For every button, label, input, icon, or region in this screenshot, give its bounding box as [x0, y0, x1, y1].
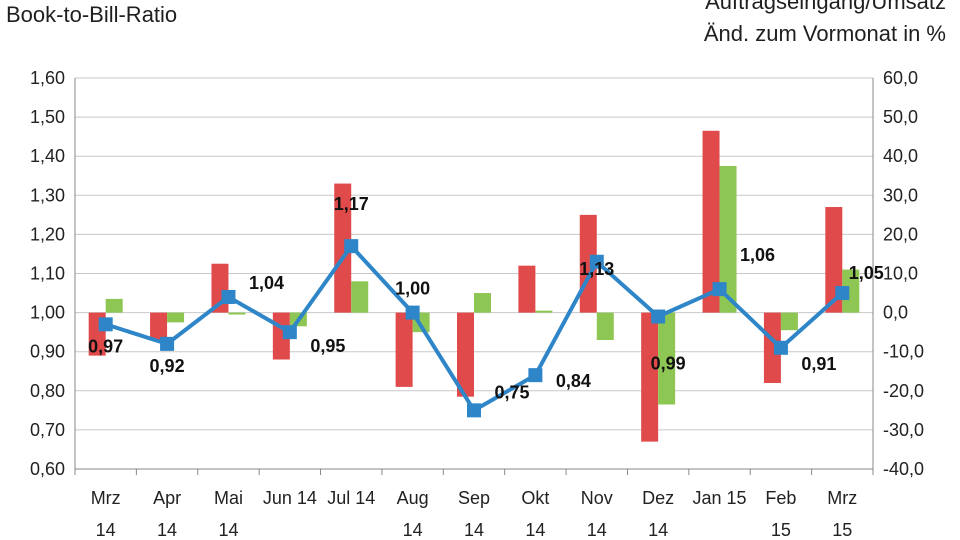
data-label: 0,84: [556, 371, 591, 391]
bar-green: [228, 312, 246, 315]
x-category-label: Mrz: [91, 488, 121, 508]
y-left-tick-label: 0,80: [30, 381, 65, 401]
x-category-label: 14: [525, 520, 545, 540]
bar-green: [105, 298, 123, 313]
x-category-label: Sep: [458, 488, 490, 508]
x-category-label: 14: [403, 520, 423, 540]
x-category-label: Apr: [153, 488, 181, 508]
line-marker: [651, 309, 666, 324]
y-right-tick-label: 20,0: [883, 224, 918, 244]
line-marker: [405, 305, 420, 320]
y-right-tick-label: 30,0: [883, 185, 918, 205]
data-label: 1,04: [249, 273, 284, 293]
x-category-label: Jun 14: [263, 488, 317, 508]
chart-title-left: Book-to-Bill-Ratio: [6, 2, 178, 27]
x-category-label: Nov: [581, 488, 613, 508]
line-marker: [344, 239, 359, 254]
line-marker: [528, 368, 543, 383]
data-label: 1,05: [849, 263, 884, 283]
y-left-tick-label: 1,30: [30, 185, 65, 205]
y-left-tick-label: 1,40: [30, 146, 65, 166]
x-category-label: 15: [832, 520, 852, 540]
x-category-label: 15: [771, 520, 791, 540]
x-category-label: Okt: [521, 488, 549, 508]
y-right-tick-label: -30,0: [883, 420, 924, 440]
data-label: 0,92: [150, 356, 185, 376]
bar-green: [351, 281, 369, 313]
line-marker: [835, 286, 850, 301]
x-category-label: Jan 15: [693, 488, 747, 508]
x-category-label: Mai: [214, 488, 243, 508]
data-label: 1,17: [334, 194, 369, 214]
y-left-tick-label: 0,90: [30, 342, 65, 362]
line-marker: [773, 340, 788, 355]
bar-red: [518, 265, 536, 313]
bar-red: [641, 312, 659, 442]
x-category-label: 14: [218, 520, 238, 540]
data-label: 0,97: [88, 336, 123, 356]
data-label: 0,95: [310, 336, 345, 356]
y-right-tick-label: 50,0: [883, 107, 918, 127]
x-category-label: 14: [648, 520, 668, 540]
y-right-tick-label: -20,0: [883, 381, 924, 401]
y-right-tick-label: 40,0: [883, 146, 918, 166]
x-category-label: Feb: [765, 488, 796, 508]
y-left-tick-label: 1,60: [30, 68, 65, 88]
x-category-label: 14: [96, 520, 116, 540]
bar-green: [167, 312, 185, 323]
y-left-tick-label: 1,20: [30, 224, 65, 244]
bar-red: [763, 312, 781, 383]
y-right-tick-label: -40,0: [883, 459, 924, 479]
data-label: 1,00: [395, 279, 430, 299]
line-marker: [98, 317, 113, 332]
data-label: 0,75: [494, 382, 529, 402]
x-category-label: 14: [157, 520, 177, 540]
chart-title-right-line-1: Auftragseingang/Umsatz: [705, 0, 946, 14]
line-marker: [712, 282, 727, 297]
y-right-tick-label: 0,0: [883, 303, 908, 323]
data-label: 0,99: [651, 354, 686, 374]
line-marker: [282, 325, 297, 340]
y-right-tick-label: 60,0: [883, 68, 918, 88]
bar-red: [395, 312, 413, 387]
y-right-tick-label: 10,0: [883, 264, 918, 284]
data-label: 0,91: [801, 354, 836, 374]
y-left-tick-label: 1,00: [30, 303, 65, 323]
bar-green: [658, 312, 676, 405]
bar-green: [474, 293, 491, 313]
x-category-label: Jul 14: [327, 488, 375, 508]
line-marker: [467, 403, 481, 418]
x-category-label: 14: [464, 520, 484, 540]
line-marker: [160, 336, 175, 351]
line-marker: [589, 254, 604, 269]
x-category-label: 14: [587, 520, 607, 540]
y-left-tick-label: 1,10: [30, 264, 65, 284]
line-marker: [221, 289, 236, 304]
y-right-tick-label: -10,0: [883, 342, 924, 362]
bar-red: [150, 312, 168, 340]
data-label: 1,06: [740, 245, 775, 265]
bar-green: [842, 269, 860, 313]
chart-title-right: Auftragseingang/Umsatz Änd. zum Vormonat…: [704, 0, 946, 50]
bar-red: [334, 183, 352, 313]
bar-red: [702, 130, 720, 313]
x-category-label: Mrz: [827, 488, 857, 508]
bar-green: [780, 312, 798, 331]
y-left-tick-label: 0,70: [30, 420, 65, 440]
data-label: 1,13: [579, 259, 614, 279]
bar-green: [719, 165, 737, 313]
bar-red: [457, 312, 474, 397]
x-category-label: Dez: [642, 488, 674, 508]
x-category-label: Aug: [397, 488, 429, 508]
bar-green: [596, 312, 614, 340]
chart-title-right-line-2: Änd. zum Vormonat in %: [703, 21, 946, 46]
y-left-tick-label: 0,60: [30, 459, 65, 479]
y-left-tick-label: 1,50: [30, 107, 65, 127]
bar-green: [535, 310, 553, 313]
